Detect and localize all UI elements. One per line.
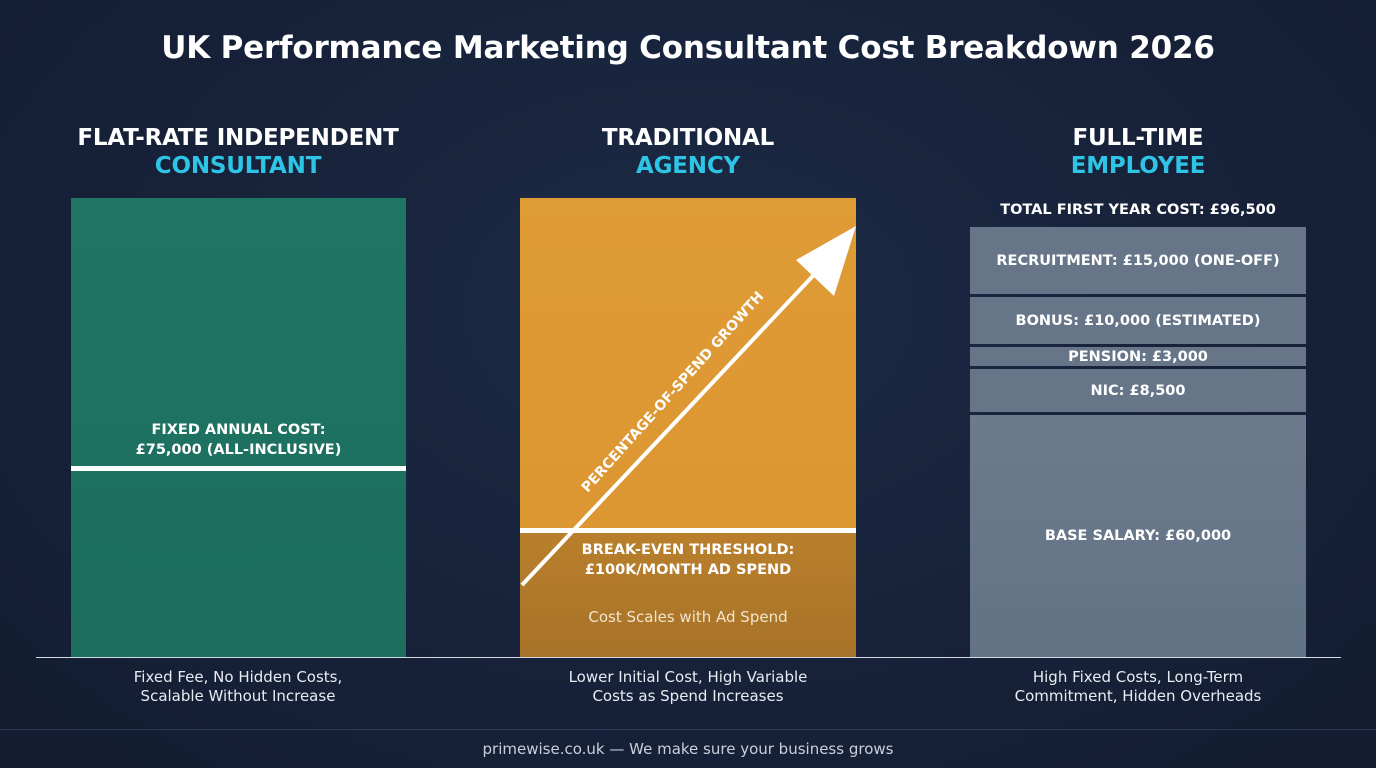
break-even-label: BREAK-EVEN THRESHOLD: £100K/MONTH AD SPE… <box>520 540 856 580</box>
employee-heading-line2: EMPLOYEE <box>1070 153 1206 179</box>
agency-heading: TRADITIONAL AGENCY <box>488 124 888 180</box>
consultant-fixed-cost-line <box>71 466 406 471</box>
employee-heading-line1: FULL-TIME <box>1072 125 1204 151</box>
consultant-bar-label-line2: £75,000 (ALL-INCLUSIVE) <box>135 442 342 458</box>
growth-arrow-head <box>796 226 856 296</box>
consultant-heading-line1: FLAT-RATE INDEPENDENT <box>77 125 399 151</box>
agency-bar-lower: BREAK-EVEN THRESHOLD: £100K/MONTH AD SPE… <box>520 528 856 657</box>
employee-caption: High Fixed Costs, Long-Term Commitment, … <box>938 668 1338 706</box>
employee-caption-line2: Commitment, Hidden Overheads <box>1014 687 1262 705</box>
consultant-bar-label-line1: FIXED ANNUAL COST: <box>151 422 326 438</box>
break-even-label-line2: £100K/MONTH AD SPEND <box>584 562 792 578</box>
agency-note: Cost Scales with Ad Spend <box>588 608 788 626</box>
consultant-bar-label: FIXED ANNUAL COST: £75,000 (ALL-INCLUSIV… <box>71 420 406 460</box>
consultant-heading-line2: CONSULTANT <box>154 153 322 179</box>
employee-total-label: TOTAL FIRST YEAR COST: £96,500 <box>1000 202 1276 218</box>
break-even-label-line1: BREAK-EVEN THRESHOLD: <box>581 542 795 558</box>
agency-caption: Lower Initial Cost, High Variable Costs … <box>488 668 888 706</box>
agency-bar-upper <box>520 198 856 531</box>
agency-caption-line2: Costs as Spend Increases <box>592 687 784 705</box>
segment-bonus: BONUS: £10,000 (ESTIMATED) <box>970 297 1306 344</box>
consultant-caption-line1: Fixed Fee, No Hidden Costs, <box>133 668 343 686</box>
employee-heading: FULL-TIME EMPLOYEE <box>938 124 1338 180</box>
employee-caption-line1: High Fixed Costs, Long-Term <box>1032 668 1244 686</box>
agency-heading-line2: AGENCY <box>636 153 740 179</box>
segment-base-salary: BASE SALARY: £60,000 <box>970 415 1306 657</box>
growth-arrow-shaft <box>520 260 828 587</box>
agency-heading-line1: TRADITIONAL <box>601 125 775 151</box>
consultant-bar: FIXED ANNUAL COST: £75,000 (ALL-INCLUSIV… <box>71 198 406 657</box>
growth-arrow-label: PERCENTAGE-OF-SPEND GROWTH <box>579 289 768 496</box>
break-even-line <box>520 528 856 533</box>
footer-text: primewise.co.uk — We make sure your busi… <box>482 740 894 758</box>
consultant-caption-line2: Scalable Without Increase <box>140 687 336 705</box>
footer-divider <box>0 729 1376 730</box>
segment-recruitment: RECRUITMENT: £15,000 (ONE-OFF) <box>970 227 1306 294</box>
consultant-heading: FLAT-RATE INDEPENDENT CONSULTANT <box>38 124 438 180</box>
consultant-caption: Fixed Fee, No Hidden Costs, Scalable Wit… <box>38 668 438 706</box>
segment-nic: NIC: £8,500 <box>970 369 1306 412</box>
agency-caption-line1: Lower Initial Cost, High Variable <box>568 668 808 686</box>
segment-pension: PENSION: £3,000 <box>970 347 1306 366</box>
page-title: UK Performance Marketing Consultant Cost… <box>161 30 1215 66</box>
chart-baseline <box>36 657 1341 658</box>
